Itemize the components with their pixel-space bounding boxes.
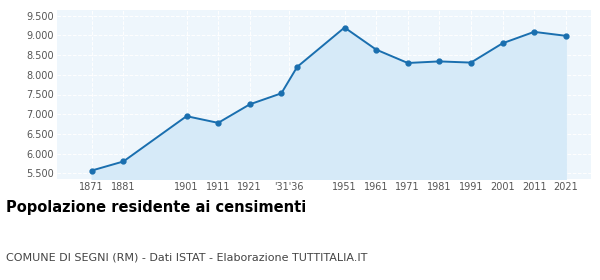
Text: COMUNE DI SEGNI (RM) - Dati ISTAT - Elaborazione TUTTITALIA.IT: COMUNE DI SEGNI (RM) - Dati ISTAT - Elab… bbox=[6, 252, 367, 262]
Text: Popolazione residente ai censimenti: Popolazione residente ai censimenti bbox=[6, 200, 306, 215]
